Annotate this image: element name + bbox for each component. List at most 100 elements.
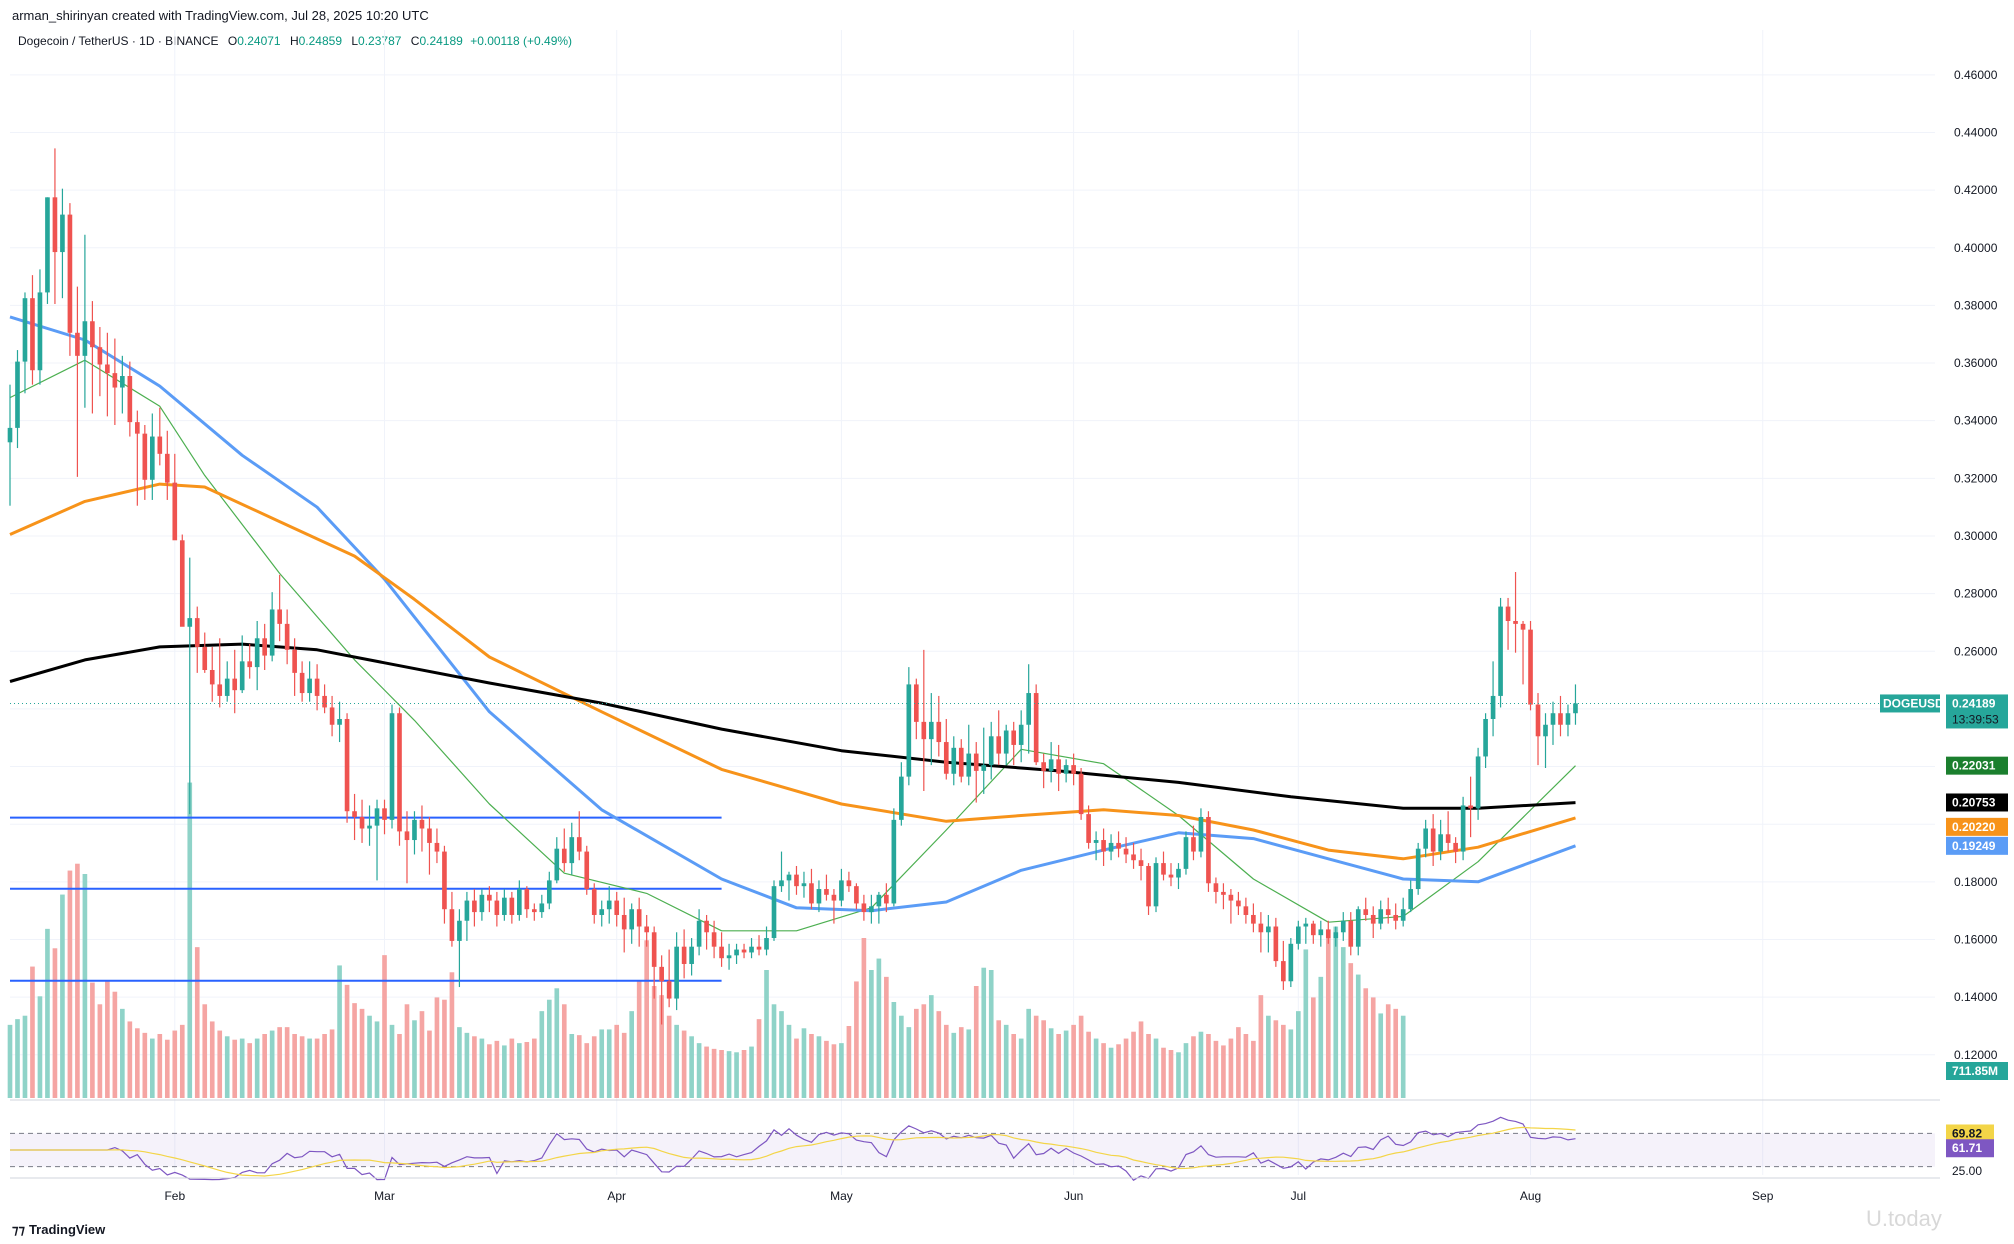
close-value: 0.24189	[419, 34, 463, 48]
volume-bar	[666, 1015, 672, 1098]
candle-body	[726, 955, 732, 959]
volume-bar	[1198, 1031, 1204, 1098]
candle	[1191, 825, 1196, 861]
candle-body	[689, 946, 694, 964]
candle	[30, 275, 35, 385]
candle	[1573, 684, 1578, 725]
volume-bar	[487, 1044, 492, 1098]
candle-body	[90, 321, 95, 348]
volume-bar	[1296, 1011, 1301, 1098]
candle	[434, 828, 440, 864]
candle-body	[1146, 865, 1151, 907]
grid-lines	[10, 30, 1935, 1175]
volume-bar	[951, 1032, 957, 1098]
volume-bar	[284, 1027, 290, 1098]
candle-body	[149, 436, 155, 480]
symbol-legend[interactable]: Dogecoin / TetherUS · 1D · BINANCE O0.24…	[18, 34, 572, 48]
ma-line	[9, 642, 1576, 810]
candle-body	[876, 894, 882, 907]
candle	[179, 534, 185, 627]
volume-bar	[142, 1032, 148, 1098]
candle	[756, 935, 762, 956]
candle	[966, 724, 972, 786]
volume-bar	[1378, 1013, 1384, 1098]
price-tick-label: 0.32000	[1954, 471, 1998, 485]
price-tick-label: 0.18000	[1954, 875, 1998, 889]
candle-body	[367, 825, 372, 829]
candle	[614, 891, 620, 927]
candle	[1363, 897, 1369, 921]
candle	[1183, 831, 1189, 875]
candle-body	[981, 765, 987, 771]
price-tick-label: 0.30000	[1954, 529, 1998, 543]
candle-body	[344, 718, 350, 812]
volume-bar	[1325, 938, 1331, 1098]
candle-body	[659, 966, 664, 982]
candle-body	[187, 618, 193, 627]
candle	[164, 430, 170, 500]
volume-bar	[157, 1034, 163, 1098]
rsi-band	[10, 1133, 1935, 1167]
candle	[741, 943, 747, 959]
candle-body	[120, 376, 125, 388]
candle-body	[921, 721, 927, 740]
candle-body	[539, 903, 545, 913]
candle-body	[1408, 889, 1414, 910]
candle	[37, 269, 43, 385]
volume-bar	[629, 1011, 635, 1098]
candle-body	[1123, 848, 1129, 855]
volume-bar	[1400, 1015, 1406, 1098]
candle	[981, 727, 987, 794]
candle-body	[561, 848, 567, 864]
candle-body	[412, 819, 417, 841]
candle-body	[75, 332, 80, 356]
candle	[1213, 877, 1219, 904]
candle-body	[629, 909, 635, 930]
candle	[988, 721, 994, 780]
candle	[1161, 851, 1166, 881]
volume-bar	[164, 1039, 170, 1098]
candle-body	[1071, 765, 1076, 774]
candle	[973, 742, 979, 803]
volume-bar	[359, 1008, 365, 1098]
candle	[539, 894, 545, 918]
volume-bar	[45, 928, 50, 1098]
tradingview-logo[interactable]: ⁊⁊ TradingView	[12, 1222, 105, 1238]
candle-body	[1318, 929, 1324, 936]
volume-bar	[928, 995, 934, 1098]
candle	[292, 638, 297, 696]
volume-bar	[1393, 1008, 1399, 1098]
open-label: O	[227, 34, 238, 48]
volume-bar	[232, 1039, 238, 1098]
volume-bar	[314, 1038, 320, 1098]
candle-body	[284, 623, 290, 650]
volume-bar	[1228, 1038, 1234, 1098]
volume-bar	[696, 1043, 702, 1098]
candle-body	[1101, 840, 1106, 852]
volume-bar	[1355, 974, 1361, 1098]
time-tick-label: Aug	[1520, 1189, 1541, 1203]
candle	[1558, 695, 1563, 737]
candle	[689, 938, 694, 976]
candle-body	[1086, 814, 1091, 843]
candle-body	[164, 453, 170, 483]
volume-bar	[187, 782, 193, 1098]
candle	[951, 736, 957, 786]
candle-body	[906, 684, 912, 777]
volume-bar	[689, 1036, 694, 1098]
candle	[1513, 572, 1518, 653]
price-tick-label: 0.12000	[1954, 1048, 1998, 1062]
rsi-ma-label: 69.82	[1952, 1126, 1982, 1140]
candle	[884, 883, 889, 913]
candle	[891, 808, 897, 907]
candle	[239, 635, 245, 694]
volume-bar	[322, 1034, 327, 1098]
candle-body	[135, 422, 140, 434]
candle-body	[824, 889, 829, 895]
candle	[861, 894, 867, 921]
candle-body	[1221, 891, 1226, 895]
volume-bar	[726, 1051, 732, 1098]
candle	[1041, 753, 1046, 789]
volume-bar	[1078, 1015, 1084, 1098]
